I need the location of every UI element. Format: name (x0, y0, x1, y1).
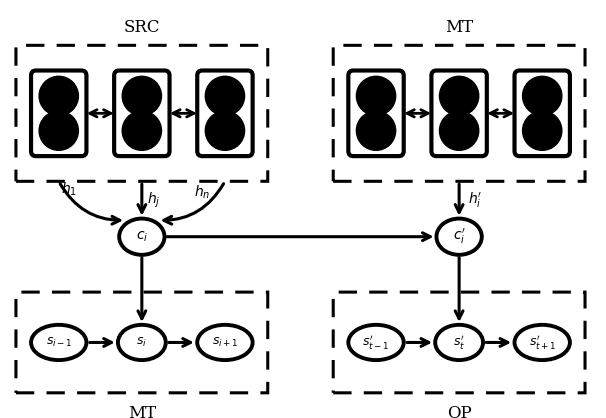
Text: $c_i'$: $c_i'$ (453, 227, 465, 246)
Ellipse shape (348, 325, 404, 360)
Ellipse shape (514, 325, 570, 360)
Text: SRC: SRC (124, 19, 160, 36)
Text: $h_1$: $h_1$ (61, 180, 77, 198)
FancyBboxPatch shape (333, 45, 585, 181)
Ellipse shape (436, 219, 482, 255)
Text: $h_n$: $h_n$ (194, 184, 210, 201)
Text: $s_t'$: $s_t'$ (453, 334, 465, 352)
FancyBboxPatch shape (514, 71, 570, 156)
FancyBboxPatch shape (31, 71, 87, 156)
Circle shape (122, 76, 161, 116)
Circle shape (356, 111, 396, 150)
Ellipse shape (118, 325, 166, 360)
Ellipse shape (197, 325, 253, 360)
Circle shape (205, 76, 245, 116)
Circle shape (356, 76, 396, 116)
Circle shape (122, 111, 161, 150)
Circle shape (439, 111, 479, 150)
Circle shape (439, 76, 479, 116)
Text: $h_j$: $h_j$ (147, 191, 161, 210)
Text: $s_{i+1}$: $s_{i+1}$ (211, 336, 238, 349)
Ellipse shape (435, 325, 483, 360)
Text: MT: MT (128, 405, 156, 418)
FancyBboxPatch shape (114, 71, 170, 156)
FancyBboxPatch shape (348, 71, 404, 156)
Circle shape (522, 76, 562, 116)
Text: $h_i'$: $h_i'$ (468, 191, 482, 210)
Text: $s_{i-1}$: $s_{i-1}$ (45, 336, 72, 349)
Circle shape (39, 111, 78, 150)
Text: $s_{t-1}'$: $s_{t-1}'$ (362, 334, 390, 352)
Text: $s_{t+1}'$: $s_{t+1}'$ (528, 334, 556, 352)
FancyBboxPatch shape (333, 292, 585, 393)
Text: OP: OP (447, 405, 471, 418)
Circle shape (205, 111, 245, 150)
Ellipse shape (119, 219, 164, 255)
Text: $c_i$: $c_i$ (136, 229, 148, 244)
Text: $s_i$: $s_i$ (136, 336, 147, 349)
Ellipse shape (31, 325, 87, 360)
FancyBboxPatch shape (16, 45, 268, 181)
Circle shape (522, 111, 562, 150)
FancyBboxPatch shape (431, 71, 487, 156)
FancyBboxPatch shape (16, 292, 268, 393)
Circle shape (39, 76, 78, 116)
Text: MT: MT (445, 19, 473, 36)
FancyBboxPatch shape (197, 71, 253, 156)
